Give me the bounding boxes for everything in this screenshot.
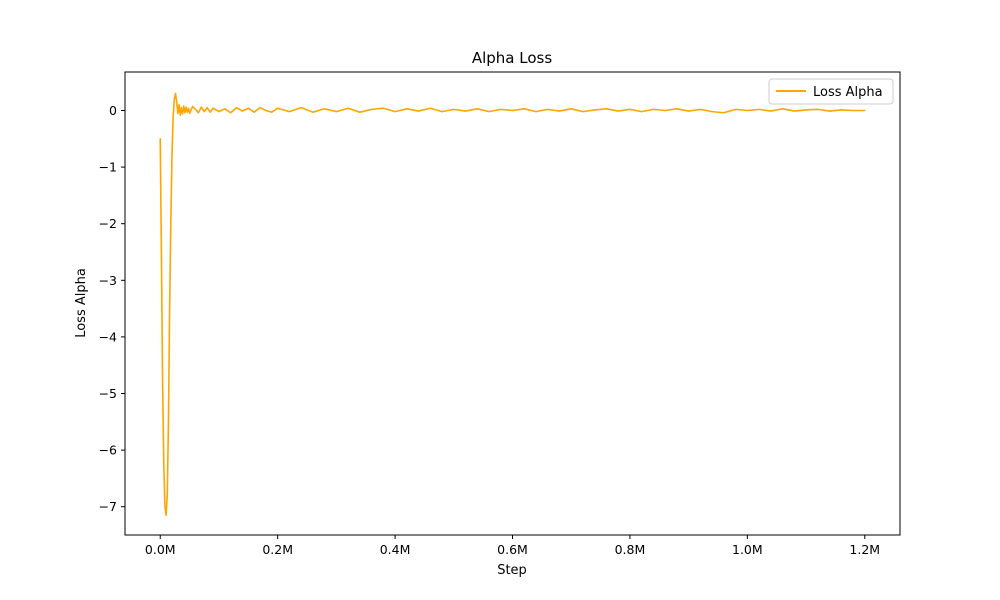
y-tick-label: −7 — [99, 499, 117, 514]
x-tick-label: 0.0M — [145, 542, 176, 557]
y-axis-label: Loss Alpha — [74, 268, 89, 338]
y-tick-label: −5 — [99, 386, 117, 401]
legend: Loss Alpha — [768, 78, 894, 105]
x-tick-label: 0.2M — [262, 542, 293, 557]
legend-entry-loss-alpha: Loss Alpha — [813, 85, 883, 100]
chart-title: Alpha Loss — [472, 49, 553, 67]
x-tick-label: 1.0M — [732, 542, 763, 557]
series-group — [159, 92, 866, 516]
x-tick-label: 0.8M — [615, 542, 646, 557]
y-tick-label: 0 — [109, 103, 117, 118]
x-tick-label: 0.6M — [497, 542, 528, 557]
x-tick-label: 0.4M — [380, 542, 411, 557]
y-tick-label: −6 — [99, 443, 117, 458]
y-axis: 0 −1 −2 −3 −4 −5 −6 −7 — [99, 103, 125, 514]
series-line-loss-alpha — [159, 92, 866, 516]
y-tick-label: −2 — [99, 216, 117, 231]
legend-box — [768, 78, 894, 105]
x-tick-label: 1.2M — [849, 542, 880, 557]
y-tick-label: −1 — [99, 160, 117, 175]
x-axis-label: Step — [497, 563, 527, 578]
y-tick-label: −4 — [99, 329, 117, 344]
x-axis: 0.0M 0.2M 0.4M 0.6M 0.8M 1.0M 1.2M — [145, 535, 880, 557]
y-tick-label: −3 — [99, 273, 117, 288]
